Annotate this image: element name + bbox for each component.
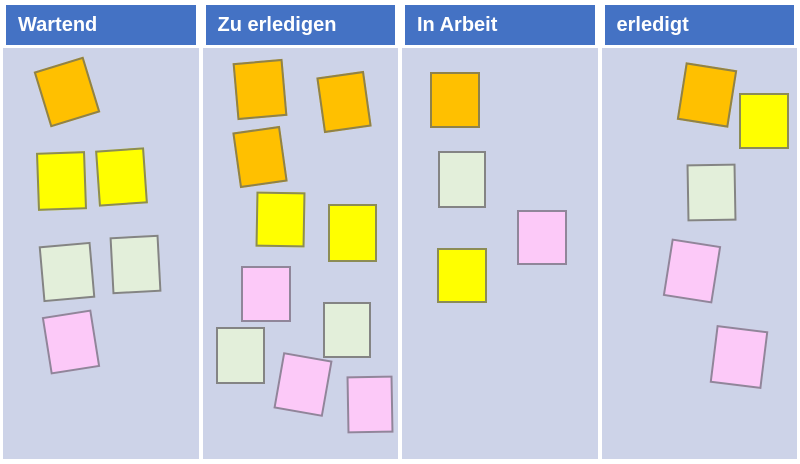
sticky-note-orange[interactable]: [676, 62, 737, 128]
column-header: In Arbeit: [405, 5, 595, 45]
column-title: erledigt: [616, 13, 689, 36]
column-header: erledigt: [604, 5, 794, 45]
sticky-note-green[interactable]: [686, 163, 736, 222]
column-title: In Arbeit: [417, 13, 498, 36]
sticky-note-green[interactable]: [215, 327, 265, 384]
sticky-note-yellow[interactable]: [327, 204, 377, 262]
column-zu-erledigen: Zu erledigen: [202, 5, 398, 459]
sticky-note-yellow[interactable]: [36, 151, 87, 211]
column-title: Wartend: [18, 13, 98, 36]
column-erledigt: erledigt: [601, 5, 797, 459]
column-body: [601, 48, 797, 459]
sticky-note-yellow[interactable]: [95, 147, 148, 207]
sticky-note-pink[interactable]: [240, 266, 291, 322]
column-body: [402, 48, 598, 459]
sticky-note-pink[interactable]: [272, 352, 333, 417]
sticky-note-yellow[interactable]: [437, 248, 487, 303]
column-body: [202, 48, 398, 459]
sticky-note-pink[interactable]: [709, 325, 768, 389]
column-wartend: Wartend: [3, 5, 199, 459]
sticky-note-orange[interactable]: [33, 56, 101, 128]
sticky-note-green[interactable]: [38, 241, 96, 303]
sticky-note-orange[interactable]: [231, 125, 288, 189]
sticky-note-orange[interactable]: [430, 72, 480, 128]
column-body: [3, 48, 199, 459]
sticky-note-yellow[interactable]: [255, 191, 305, 248]
column-header: Zu erledigen: [205, 5, 395, 45]
sticky-note-green[interactable]: [109, 234, 162, 295]
sticky-note-orange[interactable]: [315, 70, 372, 134]
sticky-note-green[interactable]: [438, 151, 486, 208]
sticky-note-pink[interactable]: [346, 375, 393, 434]
column-title: Zu erledigen: [217, 13, 337, 36]
column-header: Wartend: [6, 5, 196, 45]
sticky-note-yellow[interactable]: [738, 93, 789, 149]
sticky-note-orange[interactable]: [232, 58, 287, 121]
sticky-note-pink[interactable]: [41, 309, 101, 375]
sticky-note-green[interactable]: [322, 302, 371, 358]
sticky-note-pink[interactable]: [662, 238, 721, 304]
column-in-arbeit: In Arbeit: [402, 5, 598, 459]
sticky-note-pink[interactable]: [517, 210, 567, 265]
